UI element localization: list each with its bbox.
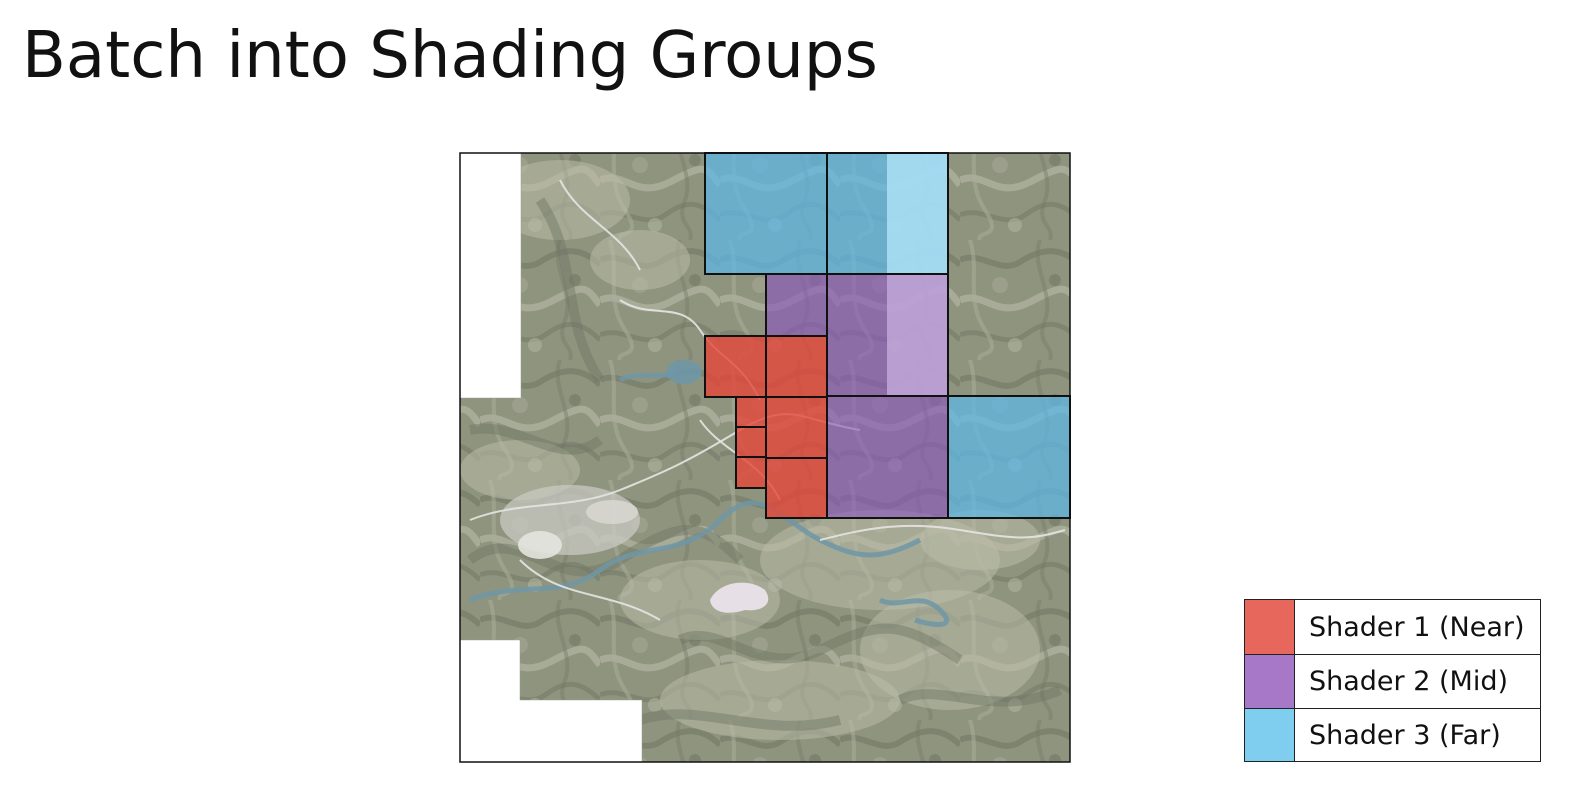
road: [819, 524, 1066, 541]
legend-label-far: Shader 3 (Far): [1309, 719, 1501, 751]
shading-tile-far-light-2: [887, 153, 948, 274]
legend-item-shader-3: Shader 3 (Far): [1245, 708, 1540, 761]
legend-swatch-near: [1245, 600, 1295, 654]
shading-tile-near-10: [736, 457, 766, 488]
shading-tile-far-14: [948, 396, 1070, 518]
shading-tile-far-0: [705, 153, 827, 274]
shading-tile-mid-4: [827, 274, 887, 396]
shading-tile-near-9: [736, 427, 766, 457]
shading-tile-mid-light-5: [887, 274, 948, 396]
map-frame: [459, 152, 1071, 763]
legend: Shader 1 (Near) Shader 2 (Mid) Shader 3 …: [1244, 599, 1541, 762]
shading-tiles: [704, 152, 1071, 519]
shading-tile-mid-3: [766, 274, 827, 336]
shading-tile-near-12: [766, 458, 827, 518]
legend-label-near: Shader 1 (Near): [1309, 611, 1525, 643]
shading-tile-near-8: [736, 397, 766, 427]
legend-swatch-mid: [1245, 655, 1295, 708]
shading-tile-mid-13: [827, 396, 948, 518]
road: [559, 179, 641, 271]
slide-title: Batch into Shading Groups: [22, 19, 878, 93]
lake: [666, 360, 702, 384]
shading-tile-far-1: [827, 153, 887, 274]
shading-tile-near-11: [766, 397, 827, 458]
legend-item-shader-2: Shader 2 (Mid): [1245, 654, 1540, 708]
quarry-area: [710, 582, 769, 613]
legend-item-shader-1: Shader 1 (Near): [1245, 600, 1540, 654]
legend-label-mid: Shader 2 (Mid): [1309, 666, 1508, 697]
shading-tile-near-7: [766, 336, 827, 397]
road: [519, 559, 661, 621]
shading-tile-near-6: [705, 336, 766, 397]
river: [878, 597, 950, 627]
river: [469, 500, 922, 603]
legend-swatch-far: [1245, 709, 1295, 761]
